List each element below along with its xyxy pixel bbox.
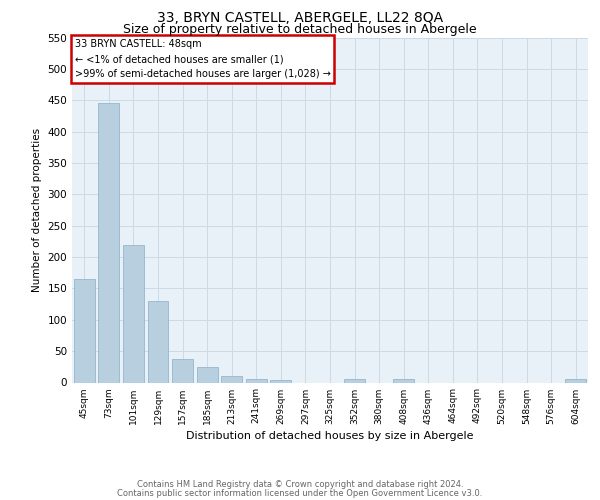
Bar xyxy=(393,380,414,382)
Y-axis label: Number of detached properties: Number of detached properties xyxy=(32,128,42,292)
Bar xyxy=(246,378,267,382)
Text: 33, BRYN CASTELL, ABERGELE, LL22 8QA: 33, BRYN CASTELL, ABERGELE, LL22 8QA xyxy=(157,11,443,25)
X-axis label: Distribution of detached houses by size in Abergele: Distribution of detached houses by size … xyxy=(186,430,474,440)
Bar xyxy=(98,104,119,382)
Bar xyxy=(565,380,586,382)
Bar xyxy=(197,367,218,382)
Bar xyxy=(271,380,292,382)
Bar xyxy=(74,279,95,382)
Bar xyxy=(344,380,365,382)
Text: Contains public sector information licensed under the Open Government Licence v3: Contains public sector information licen… xyxy=(118,488,482,498)
Text: 33 BRYN CASTELL: 48sqm
← <1% of detached houses are smaller (1)
>99% of semi-det: 33 BRYN CASTELL: 48sqm ← <1% of detached… xyxy=(74,39,331,79)
Bar xyxy=(123,244,144,382)
Text: Size of property relative to detached houses in Abergele: Size of property relative to detached ho… xyxy=(123,22,477,36)
Text: Contains HM Land Registry data © Crown copyright and database right 2024.: Contains HM Land Registry data © Crown c… xyxy=(137,480,463,489)
Bar xyxy=(172,360,193,382)
Bar xyxy=(221,376,242,382)
Bar xyxy=(148,301,169,382)
